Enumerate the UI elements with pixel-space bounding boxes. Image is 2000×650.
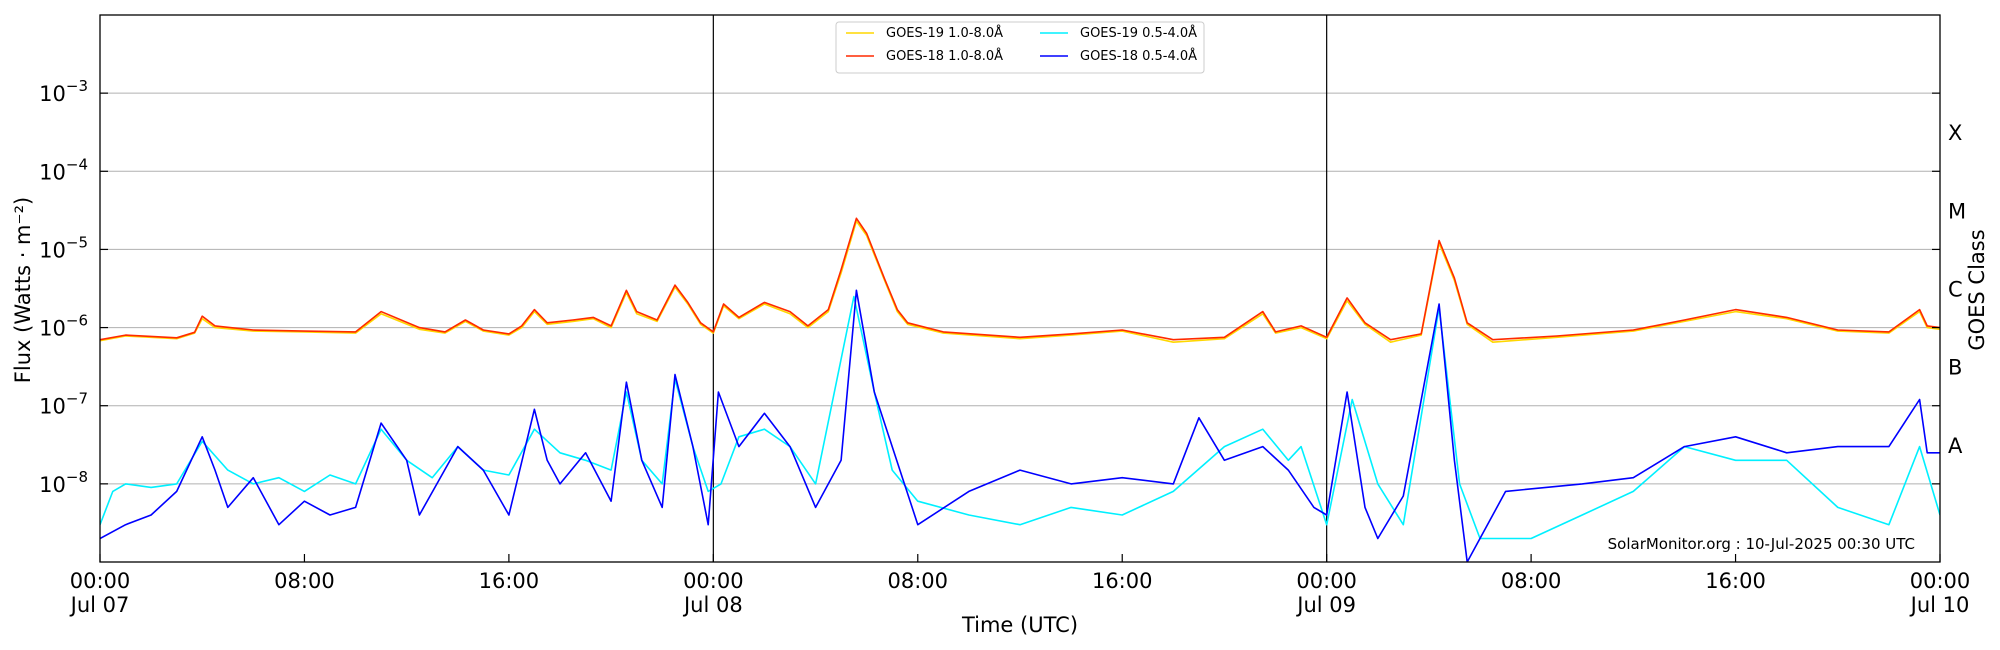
y-tick-exponent: −7: [66, 390, 88, 408]
series-lines: [100, 217, 1940, 562]
y-tick-exponent: −8: [66, 468, 88, 486]
y-tick-base: 10: [39, 160, 66, 184]
x-tick-label-time: 08:00: [1501, 569, 1562, 593]
y-tick-exponent: −6: [66, 312, 88, 330]
goes-class-label: B: [1948, 356, 1962, 380]
y-axis-right-title: GOES Class: [1965, 229, 1989, 350]
y-tick-label: 10−6: [39, 312, 88, 341]
y-tick-label: 10−5: [39, 233, 88, 262]
goes-class-label: C: [1948, 278, 1963, 302]
x-tick-label-time: 16:00: [1705, 569, 1766, 593]
legend-label: GOES-18 1.0-8.0Å: [886, 48, 1003, 64]
goes-class-label: M: [1948, 199, 1966, 223]
legend-label: GOES-19 1.0-8.0Å: [886, 25, 1003, 41]
y-tick-base: 10: [39, 473, 66, 497]
x-tick-label-time: 00:00: [683, 569, 744, 593]
x-tick-label-date: Jul 10: [1909, 593, 1970, 617]
y-tick-label: 10−7: [39, 390, 88, 419]
y-tick-label: 10−8: [39, 468, 88, 497]
x-tick-label-time: 00:00: [1296, 569, 1357, 593]
x-tick-label-time: 00:00: [70, 569, 131, 593]
x-tick-label-date: Jul 08: [682, 593, 743, 617]
legend-label: GOES-18 0.5-4.0Å: [1080, 48, 1197, 64]
y-tick-label: 10−3: [39, 77, 88, 106]
y-tick-exponent: −3: [66, 77, 88, 95]
x-tick-label-time: 08:00: [888, 569, 949, 593]
credit-annotation: SolarMonitor.org : 10-Jul-2025 00:30 UTC: [1608, 535, 1915, 553]
x-tick-label-time: 08:00: [274, 569, 335, 593]
x-tick-label-date: Jul 07: [69, 593, 130, 617]
goes-class-label: X: [1948, 121, 1962, 145]
x-tick-label-time: 16:00: [1092, 569, 1153, 593]
y-tick-base: 10: [39, 82, 66, 106]
x-axis-title: Time (UTC): [961, 613, 1078, 637]
day-boundary-lines: [712, 15, 1328, 562]
legend: GOES-19 1.0-8.0Å GOES-19 0.5-4.0Å GOES-18 …: [835, 21, 1205, 74]
y-tick-base: 10: [39, 317, 66, 341]
y-tick-label: 10−4: [39, 155, 88, 184]
x-tick-label-date: Jul 09: [1295, 593, 1356, 617]
y-tick-exponent: −5: [66, 233, 88, 251]
gridlines: [100, 92, 1940, 485]
y-tick-base: 10: [39, 238, 66, 262]
legend-box: [835, 21, 1205, 74]
series-line-1: [100, 217, 1940, 341]
legend-label: GOES-19 0.5-4.0Å: [1080, 25, 1197, 41]
plot-frame: [99, 14, 1941, 563]
y-tick-base: 10: [39, 395, 66, 419]
goes-class-label: A: [1948, 434, 1963, 458]
x-tick-label-time: 16:00: [479, 569, 540, 593]
y-tick-exponent: −4: [66, 155, 88, 173]
x-tick-label-time: 00:00: [1910, 569, 1971, 593]
series-line-3: [100, 289, 1940, 562]
y-axis-title: Flux (Watts · m⁻²): [11, 197, 35, 383]
